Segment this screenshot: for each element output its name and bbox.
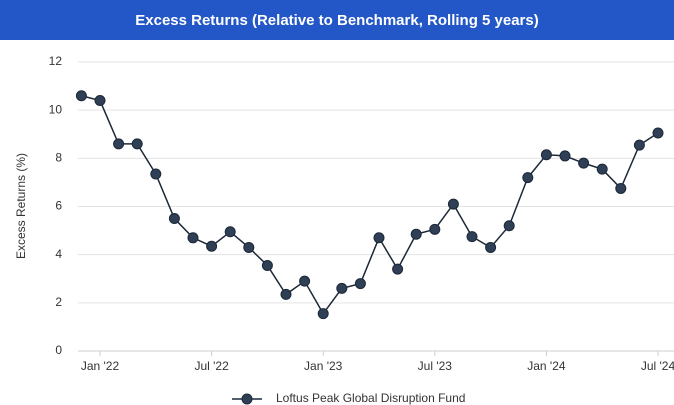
point [373,232,385,244]
point [150,168,162,180]
point [299,275,311,287]
y-tick-label: 12 [49,54,63,68]
legend-marker [241,393,253,405]
x-tick-label: Jul '23 [418,359,453,373]
point [243,241,255,253]
point [354,278,366,290]
point [485,241,497,253]
y-tick-label: 4 [55,247,62,261]
point [522,172,534,184]
point [466,231,478,243]
point [317,308,329,320]
point [429,223,441,235]
title-bar [0,0,674,40]
legend-label: Loftus Peak Global Disruption Fund [276,391,465,405]
chart-title: Excess Returns (Relative to Benchmark, R… [135,12,538,29]
point [447,198,459,210]
y-tick-label: 2 [55,295,62,309]
point [410,228,422,240]
point [633,139,645,151]
x-tick-label: Jan '23 [304,359,343,373]
y-tick-label: 10 [49,102,63,116]
point [280,288,292,300]
y-axis-label: Excess Returns (%) [14,153,28,259]
point [94,95,106,107]
point [540,149,552,161]
line [81,94,659,316]
point [652,127,664,139]
x-tick-label: Jul '22 [194,359,229,373]
point [392,263,404,275]
point [131,138,143,150]
point [559,150,571,162]
point [615,182,627,194]
point [503,220,515,232]
x-tick-label: Jul '24 [641,359,674,373]
point [75,90,87,102]
y-tick-label: 8 [55,151,62,165]
point [224,226,236,238]
point [206,240,218,252]
point [261,260,273,272]
y-tick-label: 6 [55,199,62,213]
point [113,138,125,150]
x-tick-label: Jan '24 [527,359,566,373]
point [187,232,199,244]
y-tick-label: 0 [55,343,62,357]
point [596,163,608,175]
point [168,213,180,225]
point [578,157,590,169]
x-tick-label: Jan '22 [81,359,120,373]
point [336,282,348,294]
